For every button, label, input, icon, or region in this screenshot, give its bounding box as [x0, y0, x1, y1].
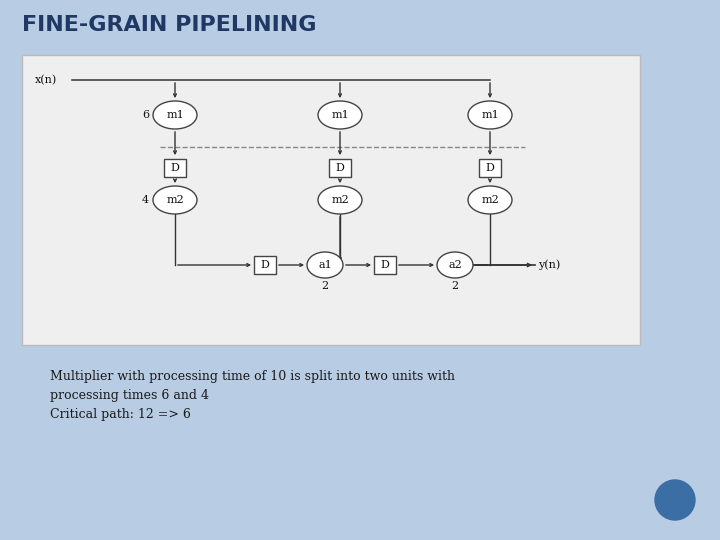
- Text: a2: a2: [448, 260, 462, 270]
- Text: 6: 6: [142, 110, 149, 120]
- Text: processing times 6 and 4: processing times 6 and 4: [50, 389, 209, 402]
- FancyBboxPatch shape: [329, 159, 351, 177]
- Text: m2: m2: [166, 195, 184, 205]
- FancyBboxPatch shape: [479, 159, 501, 177]
- Text: m2: m2: [331, 195, 349, 205]
- Text: y(n): y(n): [538, 260, 560, 271]
- Text: x(n): x(n): [35, 75, 58, 85]
- Text: 2: 2: [451, 281, 459, 291]
- Text: D: D: [381, 260, 390, 270]
- FancyBboxPatch shape: [254, 256, 276, 274]
- Ellipse shape: [153, 186, 197, 214]
- Text: m1: m1: [481, 110, 499, 120]
- Ellipse shape: [468, 101, 512, 129]
- FancyBboxPatch shape: [374, 256, 396, 274]
- Text: D: D: [485, 163, 495, 173]
- Text: D: D: [261, 260, 269, 270]
- Text: a1: a1: [318, 260, 332, 270]
- FancyBboxPatch shape: [164, 159, 186, 177]
- Ellipse shape: [318, 101, 362, 129]
- Ellipse shape: [468, 186, 512, 214]
- Text: 4: 4: [142, 195, 149, 205]
- Text: 2: 2: [321, 281, 328, 291]
- Ellipse shape: [437, 252, 473, 278]
- Text: m2: m2: [481, 195, 499, 205]
- Text: m1: m1: [166, 110, 184, 120]
- Text: FINE-GRAIN PIPELINING: FINE-GRAIN PIPELINING: [22, 15, 317, 35]
- Text: m1: m1: [331, 110, 349, 120]
- Ellipse shape: [318, 186, 362, 214]
- Text: Critical path: 12 => 6: Critical path: 12 => 6: [50, 408, 191, 421]
- Circle shape: [655, 480, 695, 520]
- Ellipse shape: [307, 252, 343, 278]
- FancyBboxPatch shape: [22, 55, 640, 345]
- Text: D: D: [336, 163, 344, 173]
- Text: D: D: [171, 163, 179, 173]
- Ellipse shape: [153, 101, 197, 129]
- Text: Multiplier with processing time of 10 is split into two units with: Multiplier with processing time of 10 is…: [50, 370, 455, 383]
